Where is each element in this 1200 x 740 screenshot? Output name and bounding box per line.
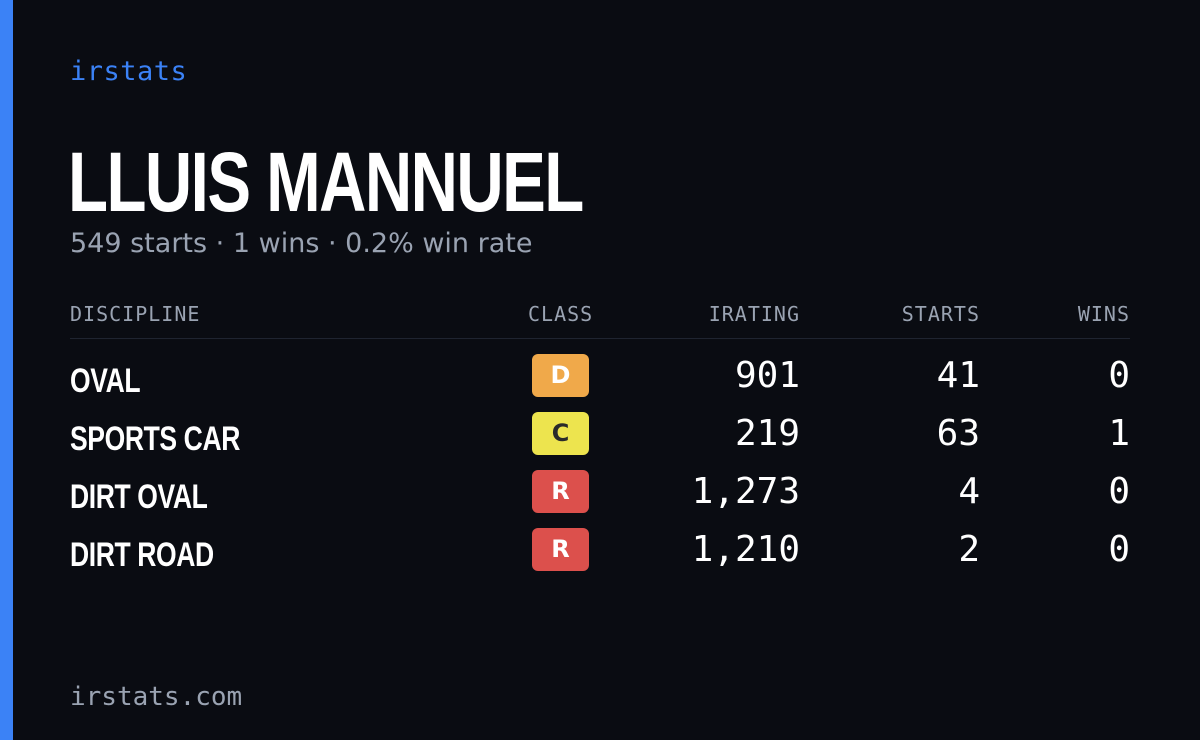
discipline-name: OVAL bbox=[70, 362, 141, 400]
column-header-starts: STARTS bbox=[901, 302, 980, 326]
wins-summary: 1 wins bbox=[232, 228, 320, 259]
class-badge: R bbox=[532, 470, 589, 513]
irating-value: 1,273 bbox=[691, 471, 800, 512]
table-header: DISCIPLINE CLASS IRATING STARTS WINS bbox=[70, 298, 1130, 339]
starts-value: 63 bbox=[936, 413, 980, 454]
discipline-name: DIRT ROAD bbox=[70, 536, 214, 574]
wins-value: 0 bbox=[1108, 529, 1130, 570]
column-header-irating: IRATING bbox=[708, 302, 800, 326]
column-header-wins: WINS bbox=[1077, 302, 1130, 326]
column-header-class: CLASS bbox=[528, 302, 594, 326]
starts-summary: 549 starts bbox=[70, 228, 208, 259]
class-badge: D bbox=[532, 354, 589, 397]
win-rate-summary: 0.2% win rate bbox=[345, 228, 533, 259]
irating-value: 1,210 bbox=[691, 529, 800, 570]
class-badge: C bbox=[532, 412, 589, 455]
summary-separator: · bbox=[327, 228, 337, 259]
driver-summary: 549 starts · 1 wins · 0.2% win rate bbox=[70, 228, 532, 259]
accent-bar bbox=[0, 0, 13, 740]
discipline-name: DIRT OVAL bbox=[70, 478, 208, 516]
wins-value: 1 bbox=[1108, 413, 1130, 454]
wins-value: 0 bbox=[1108, 355, 1130, 396]
table-row: DIRT ROAD R 1,210 2 0 bbox=[70, 528, 1130, 578]
wins-value: 0 bbox=[1108, 471, 1130, 512]
starts-value: 2 bbox=[958, 529, 980, 570]
table-row: OVAL D 901 41 0 bbox=[70, 354, 1130, 404]
class-badge: R bbox=[532, 528, 589, 571]
table-row: DIRT OVAL R 1,273 4 0 bbox=[70, 470, 1130, 520]
footer-url[interactable]: irstats.com bbox=[70, 682, 243, 712]
irating-value: 219 bbox=[734, 413, 800, 454]
discipline-name: SPORTS CAR bbox=[70, 420, 240, 458]
irating-value: 901 bbox=[734, 355, 800, 396]
starts-value: 41 bbox=[936, 355, 980, 396]
summary-separator: · bbox=[215, 228, 225, 259]
column-header-discipline: DISCIPLINE bbox=[70, 302, 201, 326]
brand-logo[interactable]: irstats bbox=[70, 56, 188, 87]
table-row: SPORTS CAR C 219 63 1 bbox=[70, 412, 1130, 462]
starts-value: 4 bbox=[958, 471, 980, 512]
page-title: LLUIS MANNUEL bbox=[68, 135, 584, 229]
